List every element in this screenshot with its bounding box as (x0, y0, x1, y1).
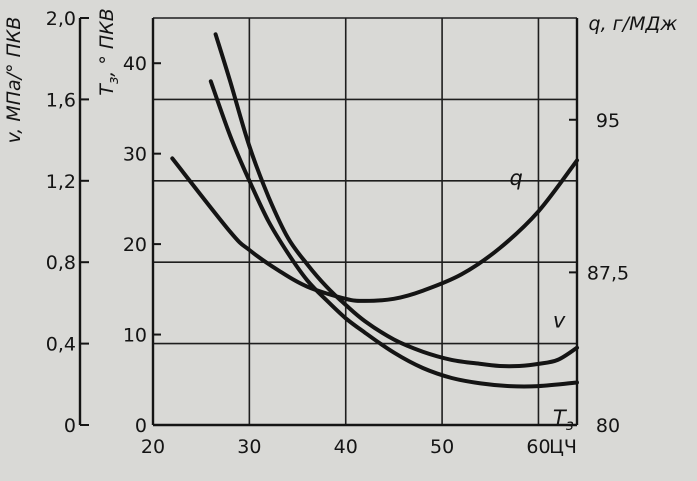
x-tick-label-60: 60 (526, 436, 550, 458)
series-label-subscript-2: з (566, 416, 574, 434)
tz-tick-label-0: 0 (135, 415, 147, 437)
series-label-0: q (510, 166, 523, 190)
x-axis-title: ЦЧ (549, 436, 577, 458)
tz-axis-title-suffix: , ° ПКВ (96, 8, 118, 76)
q-tick-label-0: 80 (596, 415, 620, 437)
tz-axis-title-subscript: з (106, 77, 122, 84)
curves (170, 32, 579, 389)
x-tick-label-50: 50 (430, 436, 454, 458)
series-line-0 (170, 156, 579, 303)
series-line-2 (208, 79, 579, 389)
series-line-1 (213, 32, 579, 369)
v-tick-label-4: 1,6 (46, 89, 76, 111)
v-tick-label-2: 0,8 (46, 252, 76, 274)
v-axis-title: v, МПа/° ПКВ (3, 17, 25, 144)
grid (153, 17, 577, 425)
q-tick-label-2: 95 (596, 110, 620, 132)
axes (78, 17, 579, 427)
q-axis-title: q, г/МДж (589, 13, 678, 35)
tz-tick-label-3: 30 (123, 144, 147, 166)
x-tick-label-40: 40 (334, 436, 358, 458)
v-tick-label-3: 1,2 (46, 171, 76, 193)
v-tick-label-1: 0,4 (46, 334, 76, 356)
tz-tick-label-2: 20 (123, 234, 147, 256)
v-tick-label-5: 2,0 (46, 8, 76, 30)
tz-tick-label-1: 10 (123, 325, 147, 347)
tz-tick-label-4: 40 (123, 53, 147, 75)
series-label-1: v (553, 308, 566, 332)
x-tick-label-20: 20 (141, 436, 165, 458)
q-tick-label-1: 87,5 (587, 262, 629, 284)
x-tick-label-30: 30 (237, 436, 261, 458)
v-tick-label-0: 0 (64, 415, 76, 437)
